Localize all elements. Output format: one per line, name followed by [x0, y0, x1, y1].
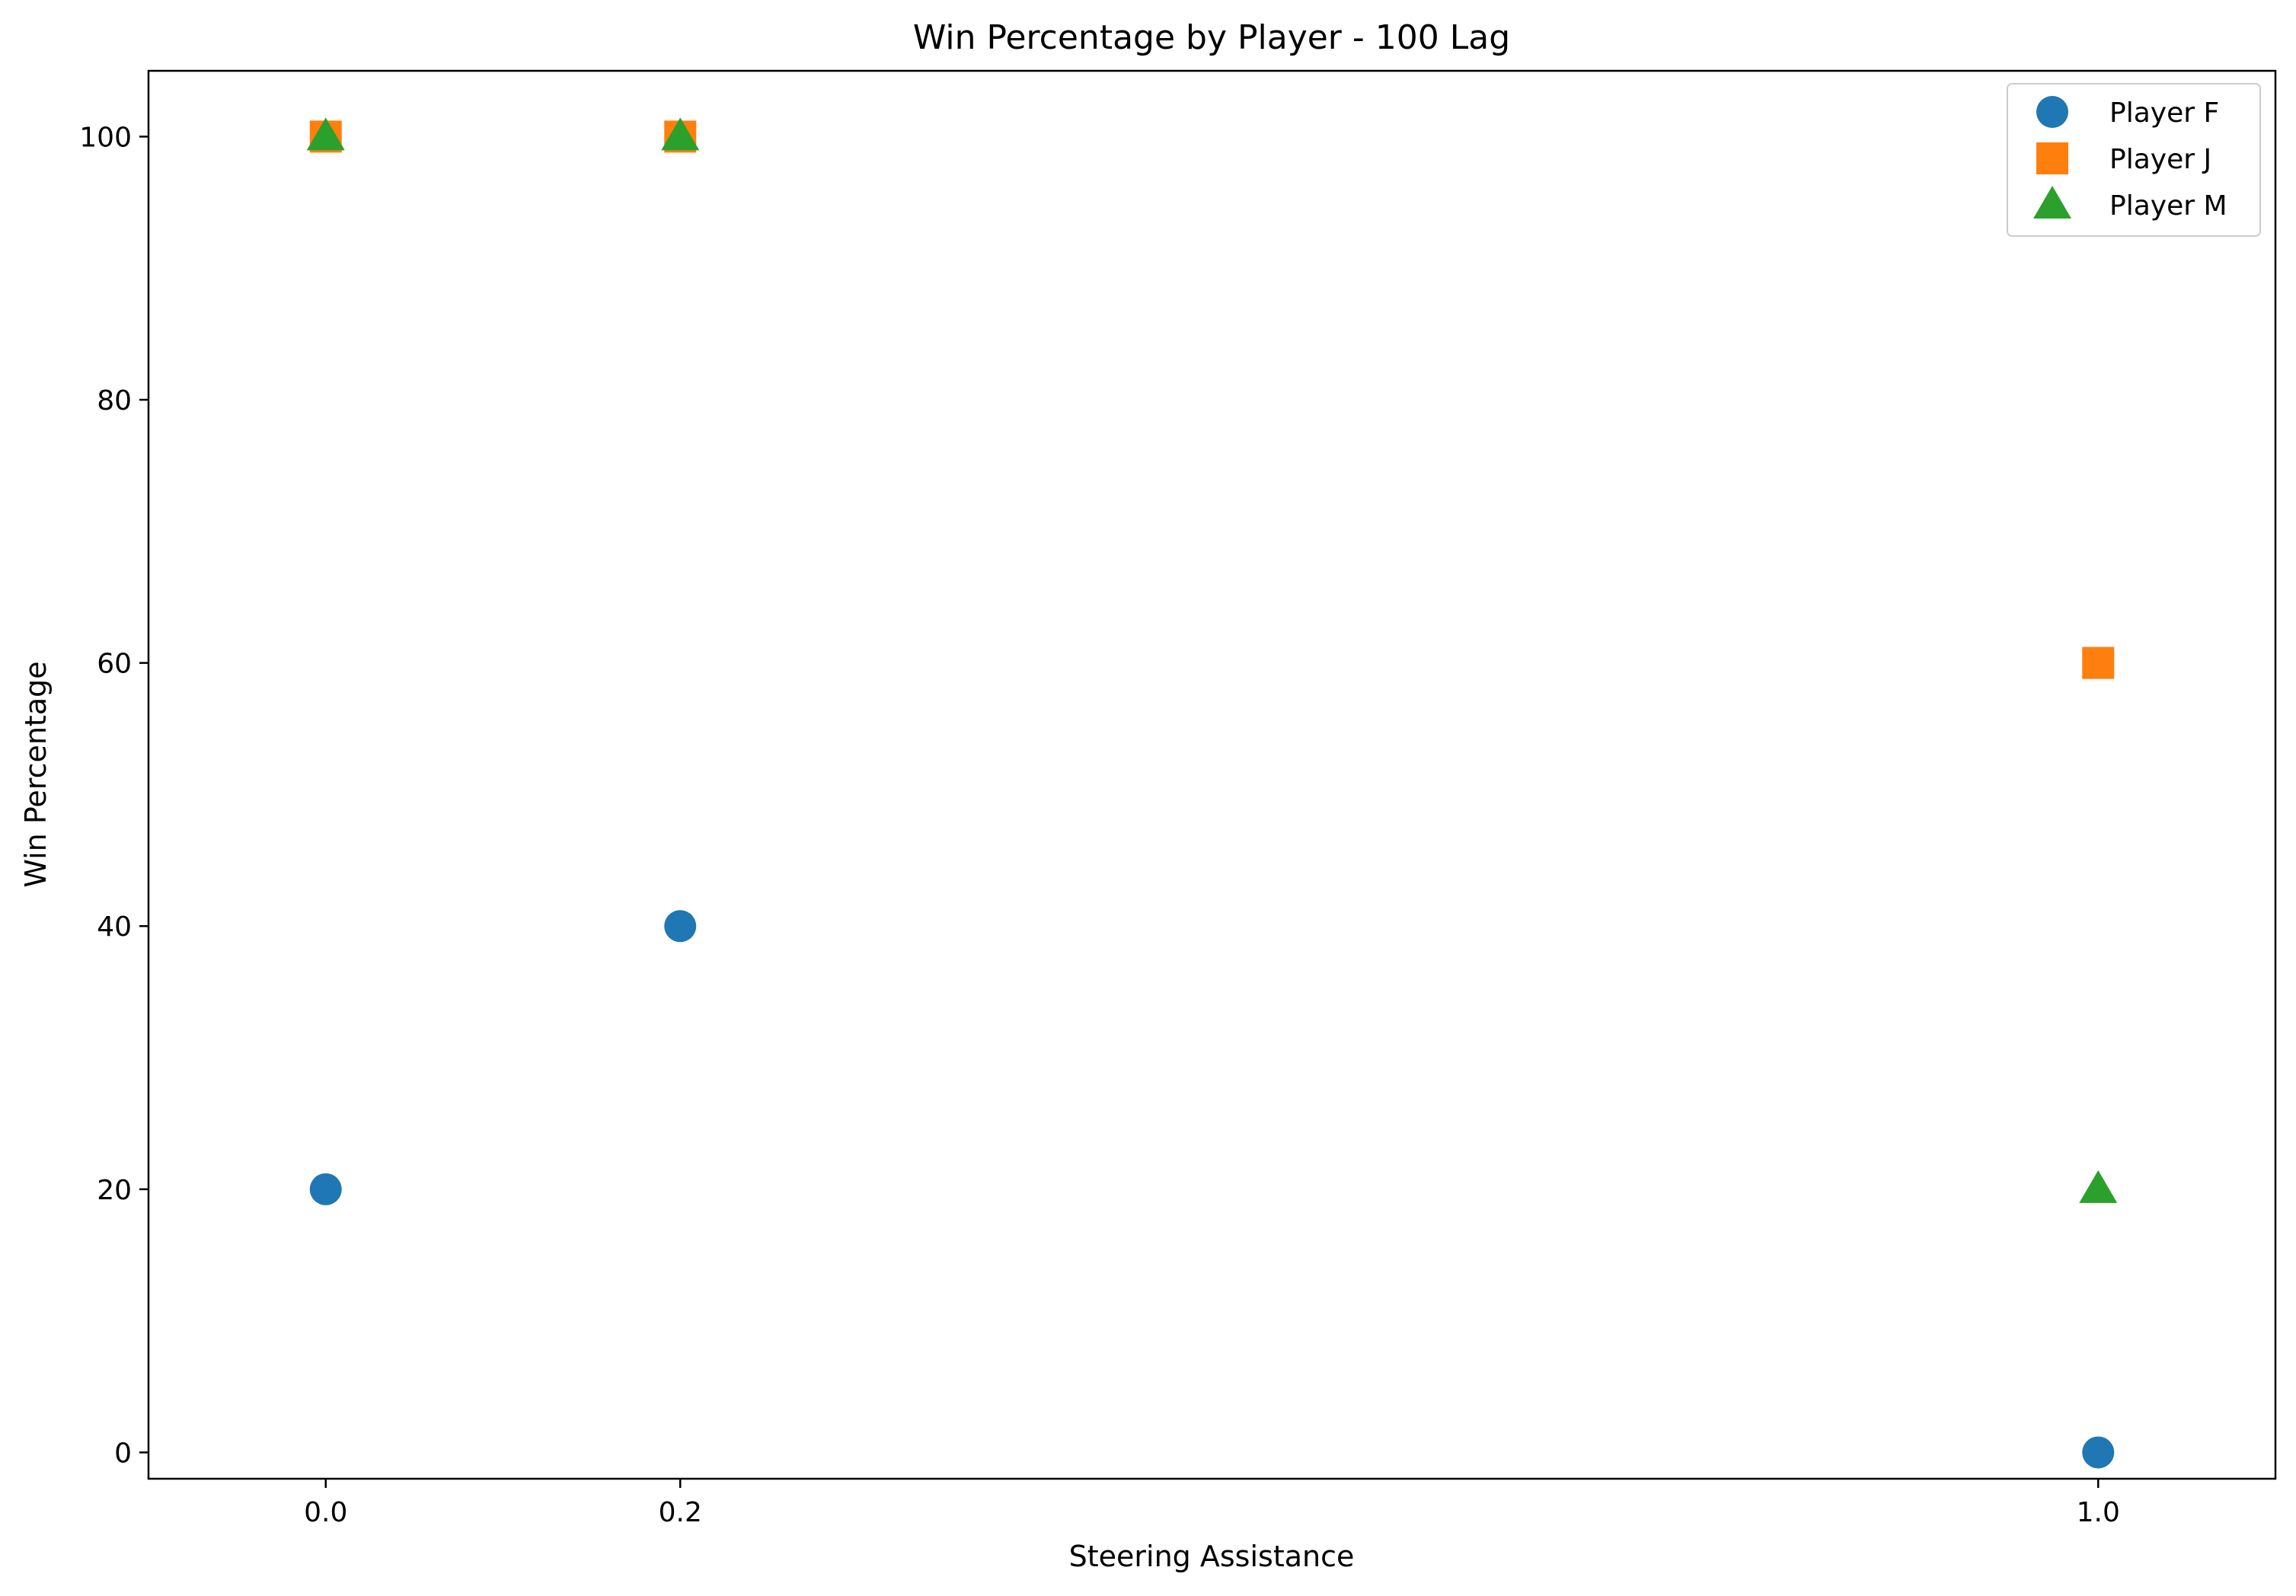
legend-label-player-m: Player M [2109, 190, 2227, 222]
x-tick-label: 0.2 [659, 1497, 702, 1528]
x-tick-label: 1.0 [2077, 1497, 2120, 1528]
y-axis: 0 20 40 60 80 100 [79, 122, 148, 1469]
legend: Player F Player J Player M [2007, 83, 2261, 237]
x-axis: 0.0 0.2 1.0 [304, 1479, 2120, 1528]
legend-label-player-f: Player F [2109, 97, 2219, 129]
legend-item-player-j: Player J [2036, 142, 2211, 175]
y-tick-label: 100 [79, 122, 132, 153]
legend-box [2007, 83, 2261, 237]
series-player-f [309, 910, 2115, 1469]
y-axis-label: Win Percentage [19, 661, 53, 887]
y-tick-label: 0 [114, 1438, 132, 1469]
data-point-player-j [2082, 646, 2115, 679]
legend-label-player-j: Player J [2109, 144, 2211, 175]
x-axis-label: Steering Assistance [1069, 1540, 1355, 1573]
data-point-player-m [661, 117, 700, 151]
legend-marker-player-j [2036, 142, 2068, 174]
plot-frame [147, 69, 2277, 1480]
data-point-player-m [306, 117, 345, 151]
plot-area [306, 117, 2118, 1469]
y-tick-label: 20 [97, 1175, 132, 1206]
x-tick-label: 0.0 [304, 1497, 347, 1528]
legend-marker-player-f [2036, 96, 2068, 128]
data-point-player-m [2079, 1170, 2118, 1203]
y-tick-label: 40 [97, 911, 132, 943]
legend-item-player-m: Player M [2033, 186, 2227, 222]
y-tick-label: 80 [97, 385, 132, 417]
legend-marker-player-m [2033, 186, 2071, 219]
data-point-player-f [2082, 1436, 2115, 1469]
legend-item-player-f: Player F [2036, 96, 2219, 129]
chart-title: Win Percentage by Player - 100 Lag [913, 18, 1510, 57]
data-point-player-f [309, 1173, 342, 1205]
y-tick-label: 60 [97, 649, 132, 680]
series-player-m [306, 117, 2118, 1203]
data-point-player-f [664, 910, 697, 943]
